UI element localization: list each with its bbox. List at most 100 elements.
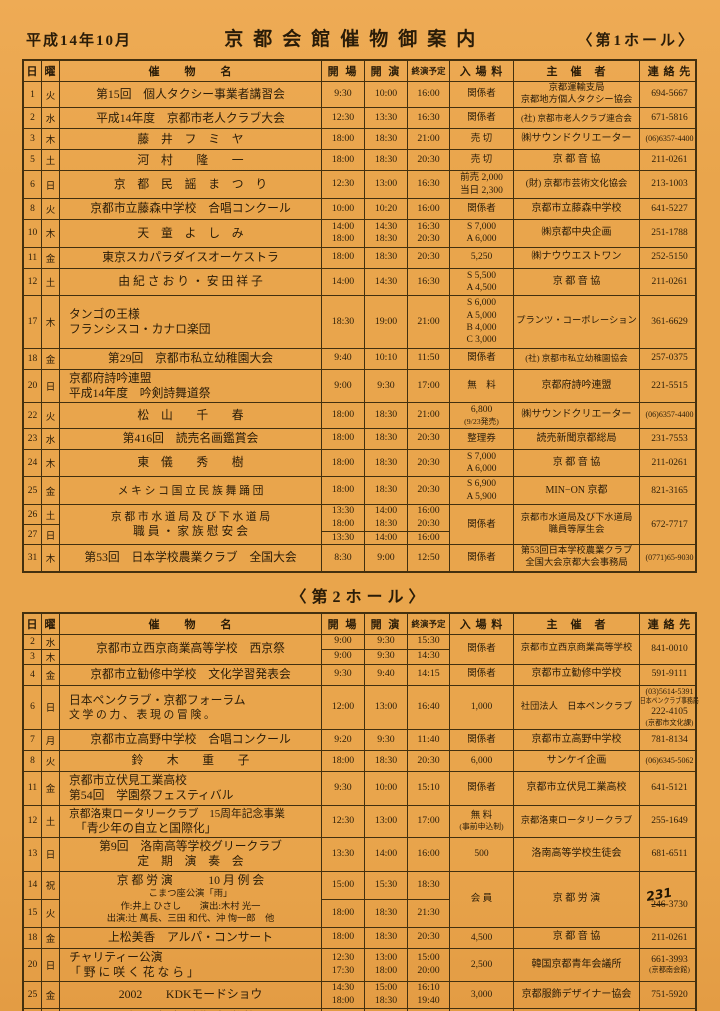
contact-cell: 231-7553 bbox=[639, 428, 699, 449]
column-header: 日 bbox=[26, 618, 39, 631]
weekday-cell: 金 bbox=[41, 927, 59, 948]
time-group: 13:30 bbox=[322, 530, 364, 545]
contact-cell: 213-1003 bbox=[639, 171, 699, 198]
time-group: 14:30 bbox=[408, 648, 449, 664]
time-cell: 18:00 bbox=[321, 403, 364, 428]
time-value: 21:00 bbox=[417, 409, 440, 421]
weekday-cell: 金 bbox=[41, 982, 59, 1008]
contact-cell: 694-5667 bbox=[639, 82, 699, 108]
time-cell: 16:00 bbox=[407, 1008, 449, 1011]
time-cell: 9:30 bbox=[321, 82, 364, 108]
fare-cell: 5,250 bbox=[449, 247, 513, 268]
time-group: 9:00 bbox=[365, 545, 407, 570]
column-header: 連 絡 先 bbox=[639, 613, 699, 634]
weekday: 日 bbox=[45, 181, 56, 192]
contact-cell: 681-6511 bbox=[639, 838, 699, 871]
table-row: 20 日京都府詩吟連盟 平成14年度 吟剣詩舞道祭 9:00 9:30 17:00 無 料京… bbox=[24, 368, 695, 403]
table-row: 23 水 第416回 読売名画鑑賞会 18:00 18:30 20:30 整理券 読売新聞京都… bbox=[24, 427, 695, 449]
time-group: 18:30 bbox=[365, 403, 407, 427]
time-group: 9:40 bbox=[322, 349, 364, 369]
organizer-line: 洛南高等学校生徒会 bbox=[531, 848, 622, 860]
event-title-cell: 天 童 よ し み bbox=[59, 219, 321, 247]
time-value: 18:00 bbox=[331, 409, 355, 421]
weekday: 水 bbox=[45, 435, 56, 446]
table-row: 12 土京都洛東ロータリークラブ 15周年記念事業 「青少年の自立と国際化」 12:… bbox=[24, 804, 695, 838]
weekday: 祝 bbox=[45, 882, 56, 893]
organizer-line: 京 都 音 協 bbox=[552, 275, 601, 287]
time-group: 20:30 bbox=[408, 429, 449, 449]
contact-cell: (06)6345-5062 bbox=[639, 751, 699, 772]
time-value: 9:30 bbox=[377, 650, 395, 662]
day-cell: 7 bbox=[24, 730, 41, 750]
contact-cell: 661-3993 (京都南会館) bbox=[639, 948, 699, 982]
time-group: 18:30 bbox=[365, 450, 407, 477]
time-value: 10:20 bbox=[374, 202, 398, 214]
time-group: 16:30 bbox=[408, 108, 449, 128]
day-number: 22 bbox=[27, 410, 38, 421]
time-group: 18:00 bbox=[322, 403, 364, 427]
fare-cell: 関係者 bbox=[449, 772, 513, 805]
time-cell: 10:00 bbox=[364, 82, 407, 108]
column-header: 終演予定 bbox=[407, 61, 449, 81]
time-value: 18:30 bbox=[374, 251, 398, 263]
organizer-line: プランツ・コーポレーション bbox=[516, 316, 637, 327]
time-value: 13:30 bbox=[331, 848, 355, 859]
contact-line: (03)5614-5391 bbox=[645, 686, 694, 696]
fare-line: 会 員 bbox=[470, 894, 493, 905]
day-cell: 18 bbox=[24, 928, 41, 948]
time-group: 13:00 bbox=[365, 171, 407, 198]
weekday-cell: 土 bbox=[41, 150, 59, 171]
contact-cell: 231 246-3730 bbox=[639, 871, 699, 927]
table-row: 2 3 水木京都市立西京商業高等学校 西京祭 9:00 9:00 9:30 9:30 15:3… bbox=[24, 633, 695, 664]
fare-line: A 5,000 bbox=[466, 310, 497, 321]
day-number: 25 bbox=[27, 485, 38, 496]
fare-cell: S 7,000 A 6,000 bbox=[449, 219, 513, 247]
weekday-cell: 火 bbox=[41, 82, 59, 108]
time-value: 18:30 bbox=[331, 315, 355, 327]
event-title-cell: タンゴの王様 フランシスコ・カナロ楽団 bbox=[59, 296, 321, 348]
time-cell: 12:30 17:30 bbox=[321, 948, 364, 982]
event-title-line: 京都市立勧修中学校 文化学習発表会 bbox=[90, 666, 291, 681]
organizer-cell: 京都洛東ロータリークラブ bbox=[513, 805, 639, 838]
table-row: 4 金 京都市立勧修中学校 文化学習発表会 9:30 9:40 14:15 関係者 京都市立勧… bbox=[24, 663, 695, 685]
time-value: 20:30 bbox=[417, 517, 440, 529]
time-cell: 10:20 bbox=[364, 198, 407, 219]
time-group: 20:30 bbox=[408, 150, 449, 170]
day-number: 23 bbox=[27, 433, 38, 444]
weekday: 火 bbox=[45, 758, 56, 769]
time-group: 18:30 bbox=[365, 477, 407, 504]
time-value: 18:00 bbox=[331, 484, 355, 496]
time-value: 9:00 bbox=[334, 650, 352, 662]
time-cell: 20:30 bbox=[407, 477, 449, 505]
fare-cell: 売 切 bbox=[449, 150, 513, 171]
weekday: 水 bbox=[45, 638, 56, 649]
fare-cell: 4,500 bbox=[449, 927, 513, 948]
time-value: 13:00 bbox=[374, 178, 398, 190]
day-number: 31 bbox=[27, 552, 38, 563]
time-value: 21:00 bbox=[417, 132, 440, 144]
organizer-line: 京都洛東ロータリークラブ bbox=[520, 815, 633, 826]
organizer-line: ㈱ナウウエストワン bbox=[531, 251, 622, 263]
time-cell: 12:30 bbox=[321, 805, 364, 838]
time-cell: 16:40 bbox=[407, 685, 449, 730]
weekday: 日 bbox=[45, 962, 56, 972]
time-value: 9:30 bbox=[377, 379, 395, 391]
weekday-cell: 水 bbox=[41, 108, 59, 129]
table-row: 20 日チャリティー公演「 野 に 咲 く 花 な ら 」 12:30 17:30 13… bbox=[24, 947, 695, 982]
time-value: 14:00 bbox=[374, 531, 398, 543]
column-header: 開 場 bbox=[321, 613, 364, 634]
weekday: 金 bbox=[45, 487, 56, 498]
time-group: 18:30 bbox=[322, 296, 364, 347]
event-title-cell: 京 都 市 立 近 衛 中 学 校吹 奏 楽 部 演 奏 会 bbox=[59, 1008, 321, 1011]
time-group: 9:00 bbox=[322, 635, 364, 649]
contact-line: 661-3993 bbox=[651, 955, 688, 966]
day-cell: 20 bbox=[24, 949, 41, 982]
fare-line: S 5,500 bbox=[466, 270, 497, 281]
day-cell: 12 bbox=[24, 806, 41, 837]
weekday: 日 bbox=[45, 382, 56, 393]
contact-cell: 252-5150 bbox=[639, 247, 699, 268]
fare-cell: 関係者 bbox=[449, 108, 513, 129]
time-value: 21:30 bbox=[417, 906, 440, 918]
time-value: 18:00 bbox=[331, 132, 355, 144]
